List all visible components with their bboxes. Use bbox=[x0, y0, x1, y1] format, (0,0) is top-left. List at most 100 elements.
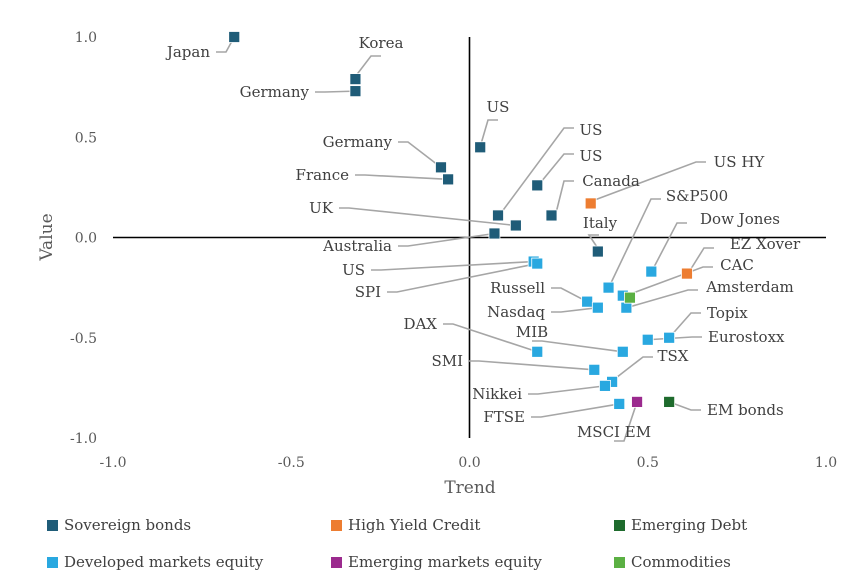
leader-line bbox=[443, 323, 538, 353]
marker-russell bbox=[581, 295, 594, 308]
marker-spi bbox=[531, 257, 544, 270]
point-label: EM bonds bbox=[707, 401, 784, 419]
y-tick-label: -0.5 bbox=[70, 331, 97, 347]
point-label: US HY bbox=[714, 153, 766, 171]
leader-line bbox=[551, 306, 598, 313]
point-label: US bbox=[580, 121, 603, 139]
leader-line bbox=[668, 312, 701, 339]
leader-line bbox=[614, 401, 638, 442]
scatter-chart: -1.0 -0.5 0.0 0.5 1.0 1.0 0.5 0.0 -0.5 -1.0 Japan… bbox=[37, 30, 837, 498]
point-label: FTSE bbox=[483, 408, 525, 426]
x-tick-label: 0.5 bbox=[637, 455, 659, 471]
x-tick-label: 1.0 bbox=[815, 455, 837, 471]
legend-item-emerging-debt: Emerging Debt bbox=[614, 516, 747, 534]
leader-line bbox=[609, 198, 661, 286]
x-tick-label: 0.0 bbox=[458, 455, 480, 471]
y-tick-label: -1.0 bbox=[70, 431, 97, 447]
marker-dax bbox=[531, 345, 544, 358]
point-label: Germany bbox=[240, 83, 310, 101]
leader-line bbox=[480, 119, 498, 145]
point-label: Italy bbox=[583, 214, 618, 232]
legend-item-high-yield-credit: High Yield Credit bbox=[331, 516, 480, 534]
marker-us-hy bbox=[584, 197, 597, 210]
legend-item-developed-markets-equity: Developed markets equity bbox=[47, 553, 263, 571]
legend-label: High Yield Credit bbox=[348, 516, 481, 534]
legend-swatch bbox=[47, 519, 58, 531]
legend-item-sovereign-bonds: Sovereign bonds bbox=[47, 516, 191, 534]
markers bbox=[228, 31, 693, 410]
leader-line bbox=[668, 401, 701, 411]
leader-line bbox=[555, 180, 574, 214]
point-label: France bbox=[296, 166, 350, 184]
point-label: SMI bbox=[431, 352, 463, 370]
leader-line bbox=[315, 90, 356, 93]
marker-us bbox=[474, 141, 487, 154]
leader-line bbox=[652, 222, 687, 270]
legend-item-emerging-markets-equity: Emerging markets equity bbox=[331, 553, 542, 571]
point-label: US bbox=[580, 147, 603, 165]
marker-amsterdam bbox=[620, 301, 633, 314]
x-tick-label: -0.5 bbox=[278, 455, 305, 471]
leader-line bbox=[551, 287, 588, 303]
point-label: DAX bbox=[403, 315, 437, 333]
legend-label: Emerging Debt bbox=[631, 516, 748, 534]
legend-swatch bbox=[614, 556, 625, 568]
point-label: Japan bbox=[165, 43, 211, 61]
marker-japan bbox=[228, 31, 241, 43]
point-label: SPI bbox=[355, 283, 381, 301]
y-tick-label: 0.5 bbox=[75, 130, 97, 146]
marker-topix bbox=[663, 331, 676, 344]
leader-line bbox=[540, 153, 574, 183]
leader-line bbox=[611, 356, 653, 382]
axes-layer: -1.0 -0.5 0.0 0.5 1.0 1.0 0.5 0.0 -0.5 -1.0 bbox=[70, 30, 837, 471]
leader-line bbox=[587, 234, 600, 251]
x-axis-title: Trend bbox=[444, 478, 495, 498]
marker-nasdaq bbox=[591, 301, 604, 314]
marker-uk bbox=[509, 219, 522, 232]
point-label: MIB bbox=[516, 323, 548, 341]
point-label: US bbox=[487, 98, 510, 116]
point-label: EZ Xover bbox=[730, 235, 801, 253]
legend-swatch bbox=[614, 519, 625, 531]
point-label: Topix bbox=[707, 304, 748, 322]
leader-line bbox=[532, 340, 623, 353]
leader-line bbox=[531, 403, 620, 418]
point-label: Nikkei bbox=[472, 385, 522, 403]
point-label: UK bbox=[309, 199, 334, 217]
legend: Sovereign bonds High Yield Credit Emergi… bbox=[0, 512, 858, 582]
point-label: MSCI EM bbox=[577, 423, 651, 441]
marker-ez-xover bbox=[681, 267, 693, 280]
marker-s-p500 bbox=[602, 281, 615, 294]
point-label: Russell bbox=[490, 279, 545, 297]
marker-ftse bbox=[613, 398, 626, 410]
marker-dow-jones bbox=[645, 265, 658, 278]
point-label: Eurostoxx bbox=[708, 328, 785, 346]
leader-line bbox=[398, 232, 495, 247]
point-label: TSX bbox=[658, 347, 689, 365]
leader-line bbox=[387, 262, 538, 293]
point-label: S&P500 bbox=[666, 187, 728, 205]
legend-swatch bbox=[47, 556, 58, 568]
y-axis-title: Value bbox=[37, 213, 57, 261]
point-label: Nasdaq bbox=[487, 303, 545, 321]
leader-line bbox=[355, 174, 449, 181]
leader-line bbox=[371, 260, 534, 271]
legend-label: Sovereign bonds bbox=[64, 516, 192, 534]
point-label: Dow Jones bbox=[700, 210, 780, 228]
point-label: US bbox=[342, 261, 365, 279]
leader-line bbox=[647, 336, 702, 341]
point-labels: Japan Korea Germany US Germany France US US Cana… bbox=[165, 34, 801, 441]
legend-label: Commodities bbox=[631, 553, 731, 571]
marker-smi bbox=[588, 363, 601, 376]
marker-korea bbox=[349, 73, 362, 86]
point-label: Germany bbox=[323, 133, 393, 151]
leader-line bbox=[628, 289, 698, 308]
legend-swatch bbox=[331, 556, 342, 568]
leader-line bbox=[500, 127, 574, 214]
y-tick-label: 1.0 bbox=[75, 30, 97, 46]
leader-line bbox=[528, 385, 606, 395]
legend-label: Emerging markets equity bbox=[348, 553, 542, 571]
marker-germany bbox=[349, 85, 362, 98]
leader-line bbox=[354, 55, 381, 78]
leader-line bbox=[339, 207, 516, 227]
